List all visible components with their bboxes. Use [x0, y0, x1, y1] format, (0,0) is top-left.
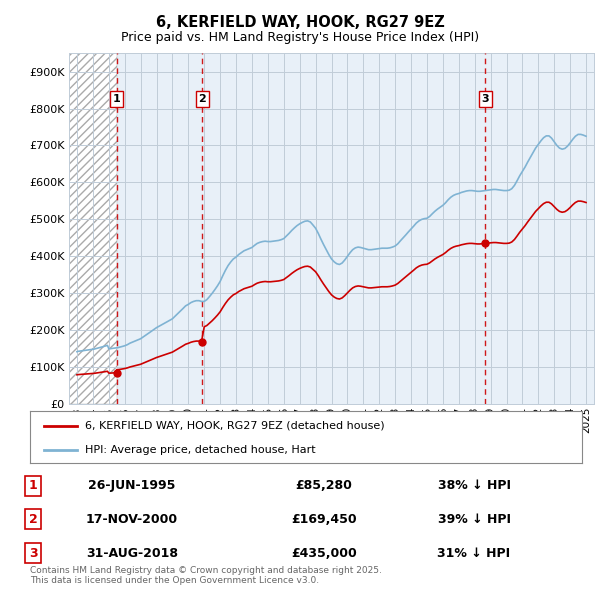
Text: 6, KERFIELD WAY, HOOK, RG27 9EZ: 6, KERFIELD WAY, HOOK, RG27 9EZ	[155, 15, 445, 30]
Text: 26-JUN-1995: 26-JUN-1995	[88, 479, 176, 493]
Text: 3: 3	[481, 94, 489, 104]
Text: £169,450: £169,450	[291, 513, 357, 526]
Text: 1: 1	[113, 94, 121, 104]
Text: 39% ↓ HPI: 39% ↓ HPI	[437, 513, 511, 526]
Text: 31% ↓ HPI: 31% ↓ HPI	[437, 546, 511, 560]
Text: £85,280: £85,280	[296, 479, 352, 493]
Text: 31-AUG-2018: 31-AUG-2018	[86, 546, 178, 560]
Text: 1: 1	[29, 479, 37, 493]
Text: Price paid vs. HM Land Registry's House Price Index (HPI): Price paid vs. HM Land Registry's House …	[121, 31, 479, 44]
Text: £435,000: £435,000	[291, 546, 357, 560]
Text: 38% ↓ HPI: 38% ↓ HPI	[437, 479, 511, 493]
Text: 3: 3	[29, 546, 37, 560]
Text: Contains HM Land Registry data © Crown copyright and database right 2025.
This d: Contains HM Land Registry data © Crown c…	[30, 566, 382, 585]
Text: HPI: Average price, detached house, Hart: HPI: Average price, detached house, Hart	[85, 445, 316, 455]
Text: 2: 2	[29, 513, 37, 526]
Text: 2: 2	[199, 94, 206, 104]
Text: 17-NOV-2000: 17-NOV-2000	[86, 513, 178, 526]
Text: 6, KERFIELD WAY, HOOK, RG27 9EZ (detached house): 6, KERFIELD WAY, HOOK, RG27 9EZ (detache…	[85, 421, 385, 431]
